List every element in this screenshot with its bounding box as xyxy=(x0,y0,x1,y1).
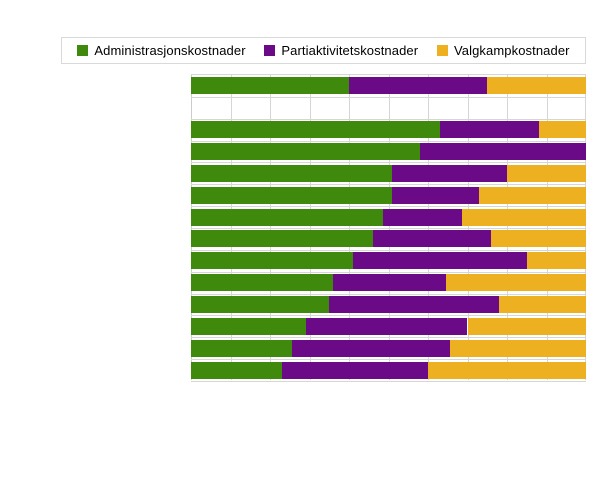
row-separator xyxy=(191,97,586,98)
bar-row[interactable] xyxy=(191,340,586,357)
bar-segment-1[interactable] xyxy=(291,340,450,357)
legend-swatch-purple xyxy=(264,45,276,56)
bar-segment-0[interactable] xyxy=(191,165,393,182)
bar-segment-1[interactable] xyxy=(439,121,539,138)
bar-segment-0[interactable] xyxy=(191,121,440,138)
bar-segment-0[interactable] xyxy=(191,296,330,313)
bar-segment-2[interactable] xyxy=(445,274,586,291)
bar-segment-0[interactable] xyxy=(191,143,421,160)
bar-row[interactable] xyxy=(191,121,586,138)
bar-segment-1[interactable] xyxy=(372,230,492,247)
bar-segment-1[interactable] xyxy=(352,252,527,269)
row-separator xyxy=(191,294,586,295)
bar-row[interactable] xyxy=(191,187,586,204)
legend-swatch-yellow xyxy=(436,45,448,56)
bar-segment-0[interactable] xyxy=(191,252,353,269)
bar-row[interactable] xyxy=(191,143,586,160)
row-separator xyxy=(191,359,586,360)
bar-segment-1[interactable] xyxy=(382,209,462,226)
bar-segment-2[interactable] xyxy=(428,362,586,379)
row-separator xyxy=(191,337,586,338)
legend-entry-valgkampkostnader[interactable]: Valgkampkostnader xyxy=(436,43,570,58)
bar-row[interactable] xyxy=(191,274,586,291)
bar-segment-0[interactable] xyxy=(191,274,334,291)
plot-area xyxy=(191,74,586,382)
bar-segment-2[interactable] xyxy=(467,318,586,335)
bar-segment-1[interactable] xyxy=(333,274,446,291)
bar-segment-2[interactable] xyxy=(449,340,586,357)
bar-segment-1[interactable] xyxy=(305,318,468,335)
bar-segment-0[interactable] xyxy=(191,318,306,335)
bar-segment-0[interactable] xyxy=(191,209,383,226)
legend-entry-administrasjonskostnader[interactable]: Administrasjonskostnader xyxy=(77,43,246,58)
row-separator xyxy=(191,381,586,382)
legend-swatch-green xyxy=(77,45,89,56)
bar-row[interactable] xyxy=(191,318,586,335)
row-separator xyxy=(191,272,586,273)
bar-row[interactable] xyxy=(191,362,586,379)
bar-segment-0[interactable] xyxy=(191,77,349,94)
bar-segment-1[interactable] xyxy=(329,296,500,313)
bar-row[interactable] xyxy=(191,252,586,269)
bar-segment-0[interactable] xyxy=(191,187,393,204)
legend-label-partiaktivitetskostnader: Partiaktivitetskostnader xyxy=(281,43,419,58)
bar-segment-2[interactable] xyxy=(491,230,586,247)
bar-row[interactable] xyxy=(191,165,586,182)
row-separator xyxy=(191,141,586,142)
bar-series-container xyxy=(191,75,586,382)
bar-segment-2[interactable] xyxy=(479,187,586,204)
chart-legend: Administrasjonskostnader Partiaktivitets… xyxy=(61,37,586,64)
bar-segment-1[interactable] xyxy=(392,165,507,182)
row-separator xyxy=(191,119,586,120)
legend-entry-partiaktivitetskostnader[interactable]: Partiaktivitetskostnader xyxy=(264,44,418,57)
row-separator xyxy=(191,162,586,163)
bar-segment-1[interactable] xyxy=(420,143,586,160)
legend-label-valgkampkostnader: Valgkampkostnader xyxy=(453,43,570,58)
bar-row[interactable] xyxy=(191,99,586,116)
bar-segment-1[interactable] xyxy=(281,362,428,379)
bar-row[interactable] xyxy=(191,209,586,226)
row-separator xyxy=(191,228,586,229)
bar-segment-1[interactable] xyxy=(349,77,488,94)
bar-row[interactable] xyxy=(191,230,586,247)
legend-label-administrasjonskostnader: Administrasjonskostnader xyxy=(94,43,246,58)
row-separator xyxy=(191,184,586,185)
bar-segment-0[interactable] xyxy=(191,230,373,247)
bar-segment-2[interactable] xyxy=(507,165,586,182)
bar-segment-0[interactable] xyxy=(191,340,292,357)
bar-segment-2[interactable] xyxy=(499,296,586,313)
bar-row[interactable] xyxy=(191,296,586,313)
bar-segment-1[interactable] xyxy=(392,187,480,204)
bar-segment-0[interactable] xyxy=(191,362,282,379)
row-separator xyxy=(191,315,586,316)
bar-row[interactable] xyxy=(191,77,586,94)
bar-segment-2[interactable] xyxy=(461,209,586,226)
bar-segment-2[interactable] xyxy=(526,252,586,269)
row-separator xyxy=(191,206,586,207)
row-separator xyxy=(191,250,586,251)
bar-segment-2[interactable] xyxy=(487,77,586,94)
bar-segment-2[interactable] xyxy=(538,121,586,138)
